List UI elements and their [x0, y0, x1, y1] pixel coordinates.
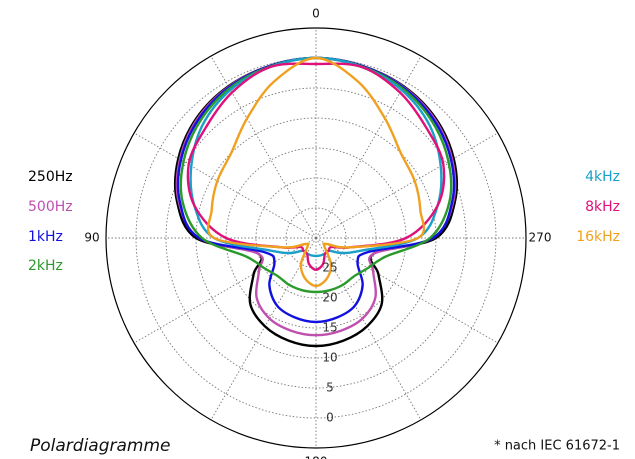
grid-ring [285, 207, 347, 269]
series-curve [173, 56, 459, 348]
grid-ring [165, 87, 467, 389]
series-curve [186, 62, 446, 271]
grid-spoke [210, 55, 317, 239]
r-tick-label: 5 [326, 381, 334, 395]
legend-label: 500Hz [28, 199, 73, 215]
grid-spoke [315, 237, 422, 421]
r-tick-label: 10 [322, 351, 337, 365]
r-tick-label: 15 [322, 321, 337, 335]
r-tick-label: 25 [322, 261, 337, 275]
polar-frame [105, 27, 527, 449]
legend-label: 250Hz [28, 169, 73, 185]
angle-tick-label: 90 [84, 231, 99, 245]
r-tick-label: 0 [326, 411, 334, 425]
series-curve [206, 56, 426, 288]
note: * nach IEC 61672-1 [494, 439, 620, 454]
legend-label: 16kHz [576, 229, 620, 245]
grid-spoke [315, 55, 422, 239]
angle-tick-label: 270 [529, 231, 552, 245]
r-tick-label: 20 [322, 291, 337, 305]
grid-spoke [315, 132, 499, 239]
angle-tick-label: 180 [305, 455, 328, 459]
grid-spoke [133, 237, 317, 344]
chart-title: Polardiagramme [30, 436, 171, 456]
legend-label: 4kHz [585, 169, 620, 185]
grid-spoke [133, 132, 317, 239]
series-curve [189, 56, 443, 258]
grid-spoke [315, 237, 499, 344]
legend-label: 8kHz [585, 199, 620, 215]
series-curve [179, 56, 453, 294]
legend-label: 2kHz [28, 258, 63, 274]
legend-label: 1kHz [28, 229, 63, 245]
series-curve [176, 56, 456, 324]
angle-tick-label: 0 [312, 7, 320, 21]
grid-spoke [210, 237, 317, 421]
